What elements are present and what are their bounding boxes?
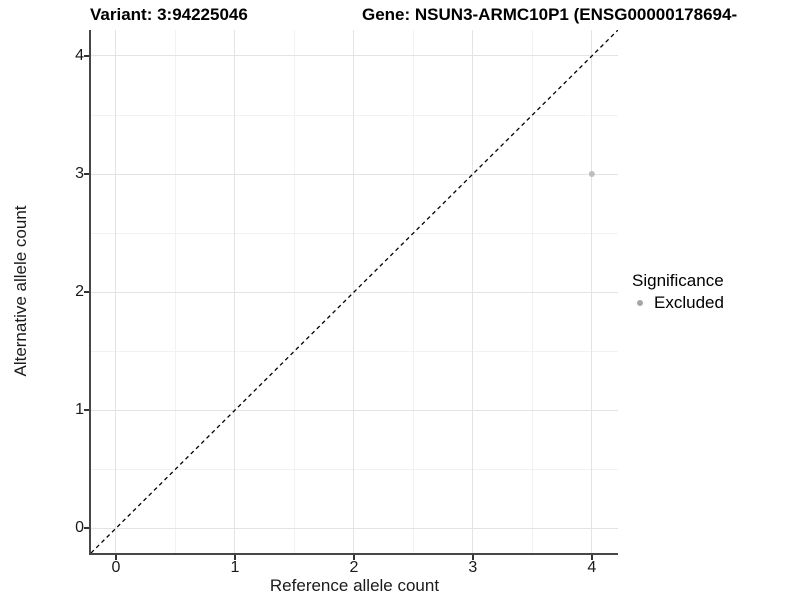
x-tick-mark — [471, 555, 474, 560]
x-tick-label: 2 — [349, 559, 359, 576]
y-tick-label: 1 — [75, 401, 84, 419]
x-gridline-minor — [174, 30, 176, 553]
x-tick-label: 4 — [587, 559, 597, 576]
x-gridline-minor — [293, 30, 295, 553]
x-tick-mark — [233, 555, 236, 560]
y-tick-mark — [84, 291, 89, 294]
identity-dashed-line — [91, 30, 618, 553]
y-gridline-minor — [91, 350, 618, 352]
x-tick-mark — [352, 555, 355, 560]
legend-title: Significance — [632, 271, 724, 290]
x-tick-label: 1 — [230, 559, 240, 576]
y-tick-mark — [84, 409, 89, 412]
y-tick-mark — [84, 173, 89, 176]
x-gridline-major — [115, 30, 117, 553]
x-gridline-major — [234, 30, 236, 553]
legend-point-icon — [637, 300, 643, 306]
y-axis-line — [89, 30, 91, 555]
x-gridline-minor — [531, 30, 533, 553]
plot-panel — [91, 30, 618, 553]
y-gridline-minor — [91, 114, 618, 116]
x-tick-label: 3 — [468, 559, 478, 576]
x-axis-line — [89, 553, 618, 555]
legend: Significance Excluded — [630, 271, 724, 313]
x-tick-label: 0 — [111, 559, 121, 576]
x-gridline-major — [472, 30, 474, 553]
y-gridline-minor — [91, 468, 618, 470]
legend-item-excluded: Excluded — [630, 293, 724, 313]
x-tick-mark — [114, 555, 117, 560]
x-axis-title: Reference allele count — [269, 576, 440, 595]
x-gridline-minor — [412, 30, 414, 553]
y-tick-label: 4 — [75, 46, 84, 64]
plot-title-gene: Gene: NSUN3-ARMC10P1 (ENSG00000178694- — [362, 5, 738, 24]
data-point-excluded — [588, 171, 595, 178]
y-gridline-major — [91, 527, 618, 529]
y-tick-label: 0 — [75, 519, 84, 537]
plot-title-variant: Variant: 3:94225046 — [90, 5, 248, 24]
y-gridline-major — [91, 409, 618, 411]
x-tick-mark — [590, 555, 593, 560]
y-tick-label: 3 — [75, 165, 84, 183]
y-tick-mark — [84, 527, 89, 530]
y-gridline-major — [91, 55, 618, 57]
legend-item-label: Excluded — [654, 293, 724, 312]
y-gridline-minor — [91, 232, 618, 234]
y-tick-mark — [84, 54, 89, 57]
y-tick-label: 2 — [75, 283, 84, 301]
x-gridline-major — [591, 30, 593, 553]
plot-overlay — [91, 30, 618, 553]
y-gridline-major — [91, 173, 618, 175]
y-axis-title: Alternative allele count — [11, 205, 30, 377]
